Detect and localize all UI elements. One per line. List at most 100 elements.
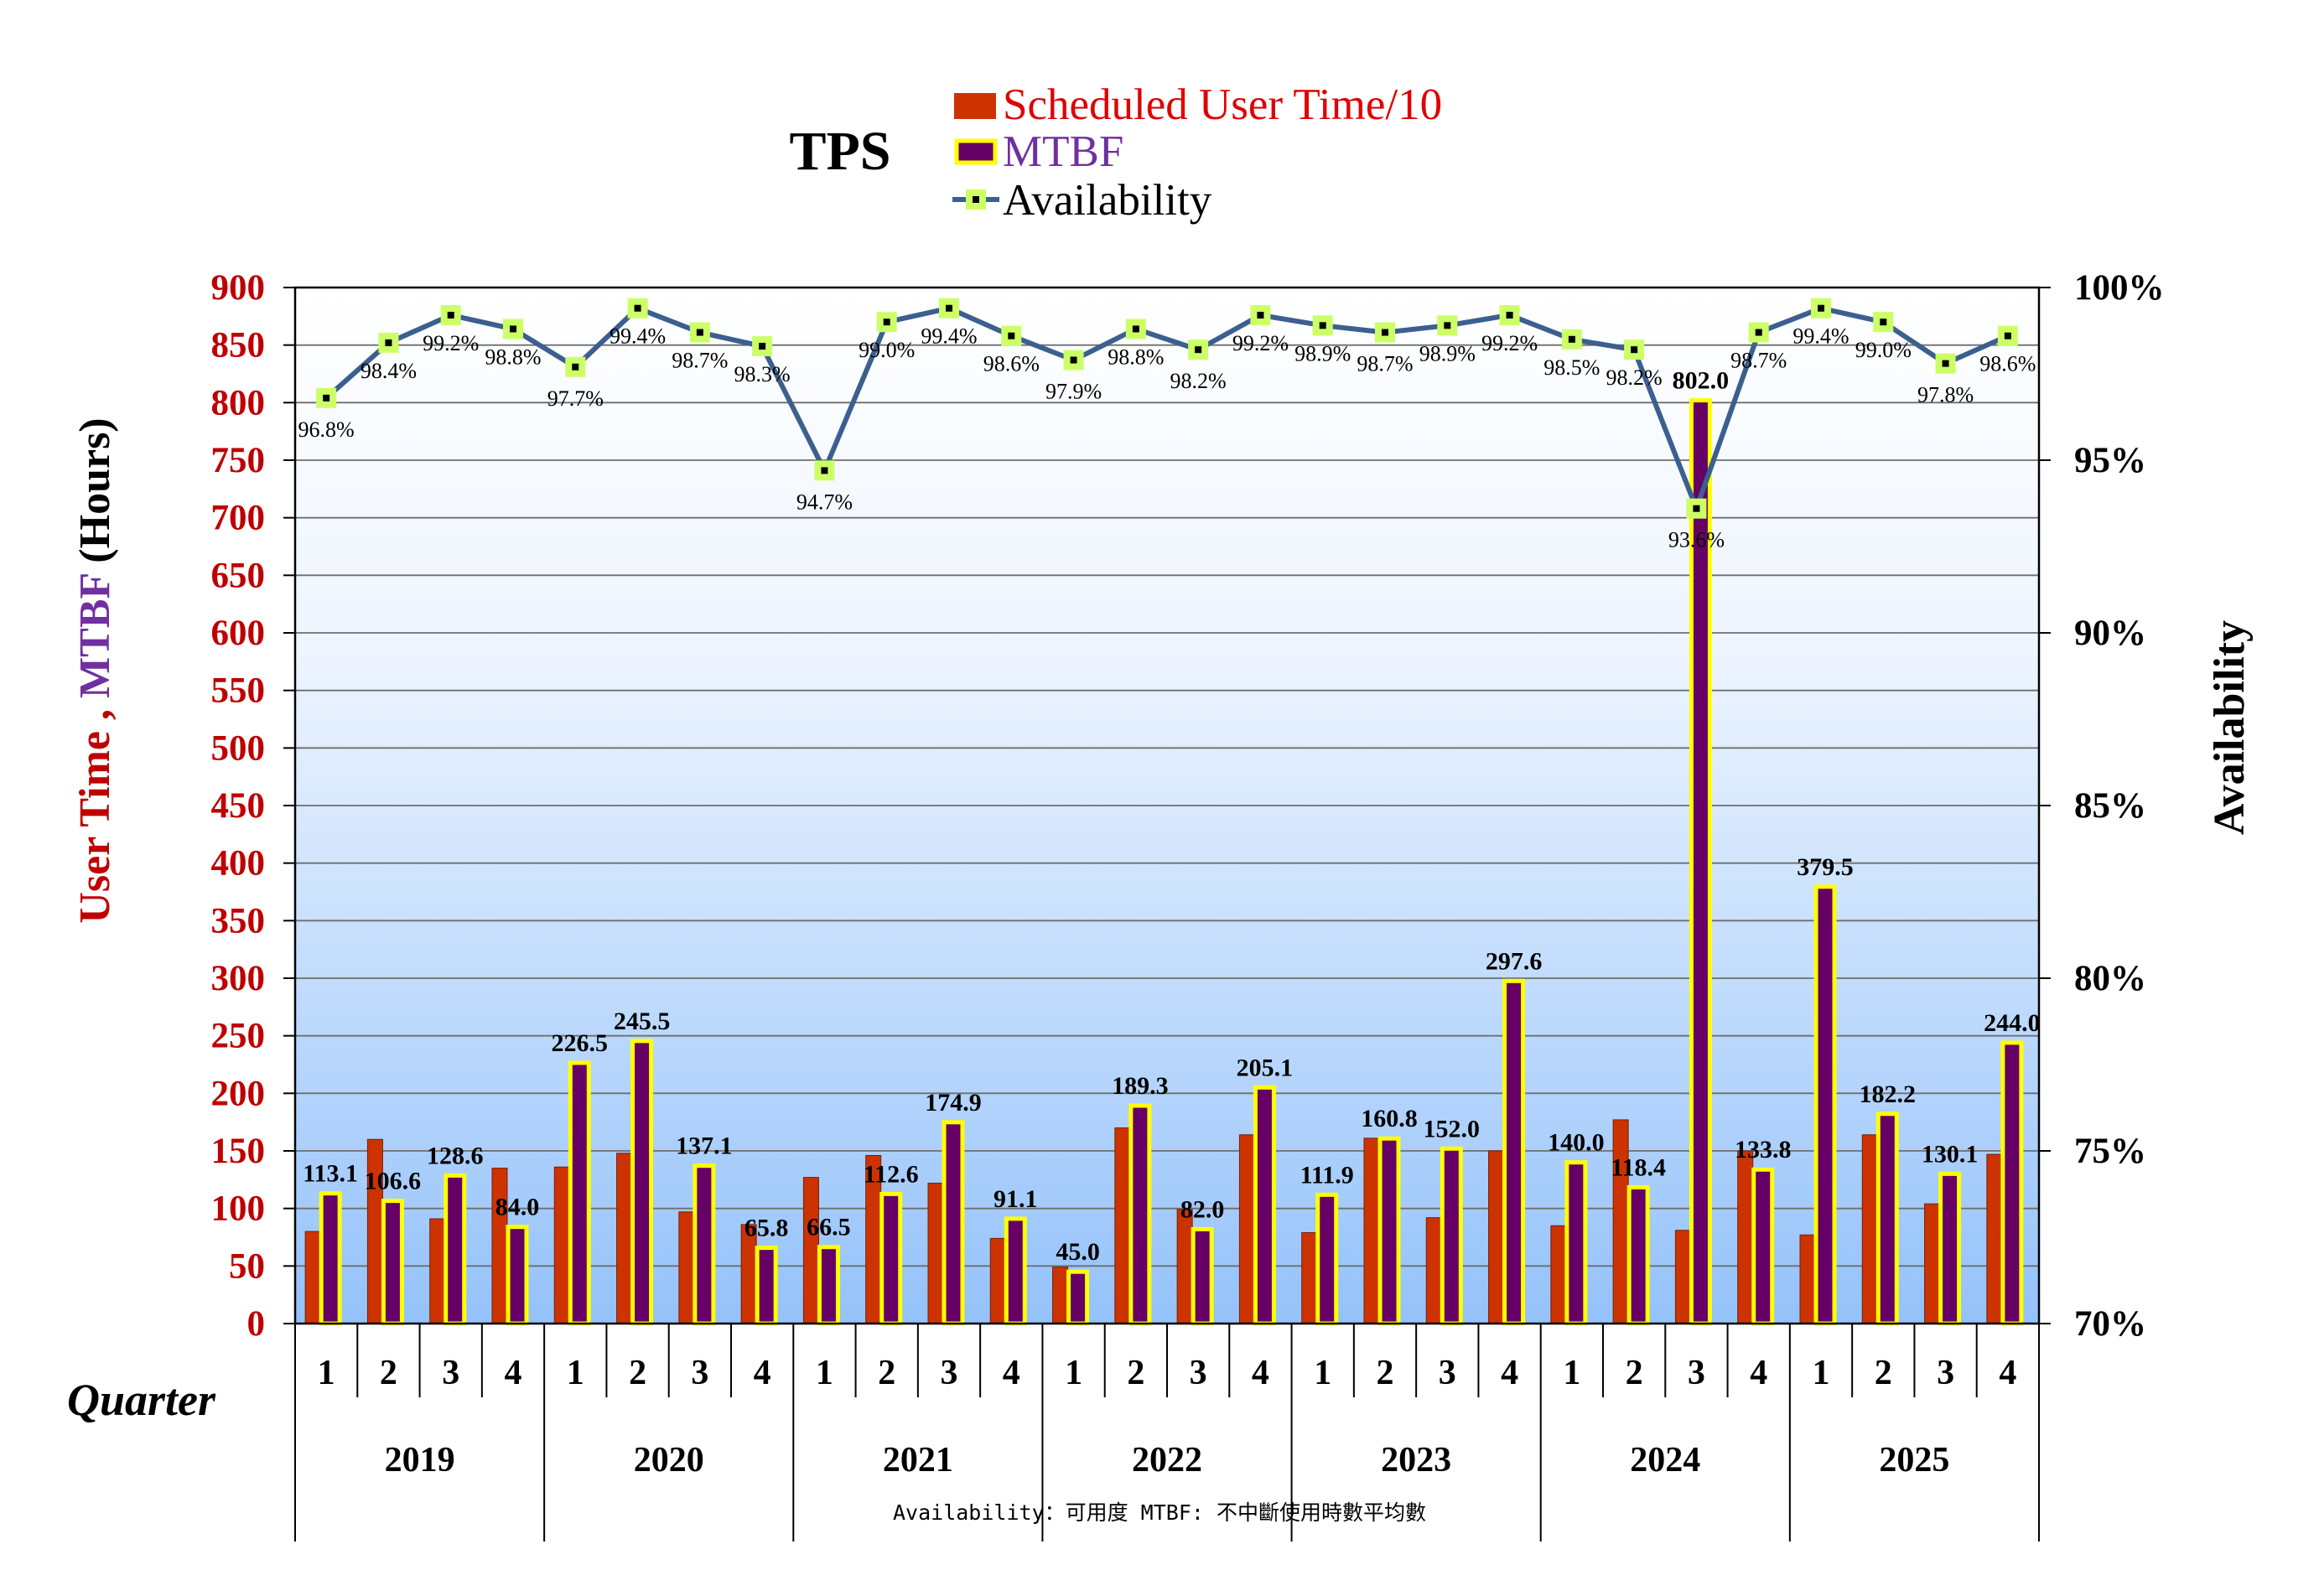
user-time-bar <box>304 1231 321 1324</box>
mtbf-bar <box>817 1245 840 1326</box>
availability-point-dot <box>634 304 641 312</box>
availability-point-dot <box>1942 360 1949 367</box>
availability-point-dot <box>323 394 330 402</box>
mtbf-bar <box>506 1225 529 1326</box>
mtbf-bar <box>1004 1216 1027 1326</box>
right-tick-label: 75% <box>2074 1132 2146 1171</box>
user-time-bar <box>1550 1225 1567 1324</box>
mtbf-bar <box>568 1060 591 1326</box>
availability-point-dot <box>1755 329 1762 336</box>
availability-point-dot <box>821 467 828 474</box>
left-tick-label: 500 <box>211 728 266 768</box>
quarter-label: 2 <box>1377 1354 1394 1392</box>
availability-point-dot <box>1444 322 1451 329</box>
left-tick-label: 350 <box>211 901 266 940</box>
year-label: 2025 <box>1879 1441 1949 1479</box>
quarter-label: 1 <box>1563 1354 1580 1392</box>
availability-data-label: 98.7% <box>1357 352 1413 376</box>
legend: Scheduled User Time/10 MTBF Availability <box>952 80 1442 225</box>
user-time-bar <box>1737 1150 1754 1324</box>
availability-data-label: 99.2% <box>1481 331 1538 355</box>
user-time-bar <box>1363 1137 1380 1324</box>
right-tick-label: 90% <box>2074 614 2146 653</box>
legend-entry-mtbf: MTBF <box>954 127 1123 176</box>
legend-swatch-user-time <box>954 93 996 119</box>
mtbf-data-label: 106.6 <box>365 1168 422 1195</box>
mtbf-data-label: 244.0 <box>1984 1009 2041 1037</box>
availability-data-label: 99.2% <box>1232 331 1289 355</box>
mtbf-bar <box>1066 1269 1090 1326</box>
quarter-label: 3 <box>941 1354 958 1392</box>
availability-data-label: 93.6% <box>1668 528 1725 552</box>
mtbf-bar <box>942 1120 965 1326</box>
user-time-bar <box>1176 1209 1193 1324</box>
availability-data-label: 97.9% <box>1045 380 1102 404</box>
mtbf-bar <box>1128 1103 1152 1326</box>
availability-point-dot <box>1132 325 1139 333</box>
right-tick-label: 95% <box>2074 441 2146 480</box>
mtbf-data-label: 297.6 <box>1486 947 1543 975</box>
user-time-bar <box>1986 1153 2003 1324</box>
quarter-label: 2 <box>629 1354 646 1392</box>
availability-data-label: 99.4% <box>921 324 977 349</box>
availability-data-label: 99.0% <box>1855 338 1912 362</box>
mtbf-data-label: 128.6 <box>427 1142 484 1169</box>
quarter-label: 3 <box>1688 1354 1705 1392</box>
year-label: 2022 <box>1132 1441 1202 1479</box>
footer-note: Availability：可用度 MTBF: 不中斷使用時數平均數 <box>893 1500 1426 1525</box>
availability-data-label: 98.5% <box>1543 355 1600 380</box>
mtbf-data-label: 189.3 <box>1112 1072 1169 1100</box>
mtbf-data-label: 379.5 <box>1797 853 1854 881</box>
mtbf-data-label: 205.1 <box>1237 1054 1294 1081</box>
right-axis-title: Availability <box>2206 620 2254 835</box>
mtbf-bar <box>1315 1192 1339 1326</box>
left-tick-label: 200 <box>211 1074 266 1113</box>
mtbf-data-label: 133.8 <box>1735 1136 1792 1163</box>
mtbf-data-label: 152.0 <box>1424 1115 1481 1143</box>
mtbf-data-label: 160.8 <box>1361 1105 1418 1132</box>
user-time-bars <box>304 1119 2003 1324</box>
mtbf-bar <box>1440 1146 1463 1326</box>
chart-title: TPS <box>789 121 890 182</box>
user-time-bar <box>1052 1267 1069 1324</box>
right-axis-ticks: 70% 75% 80% 85% 90% 95% 100% <box>2039 268 2165 1344</box>
quarter-label: 4 <box>1750 1354 1767 1392</box>
availability-data-label: 98.9% <box>1419 341 1476 365</box>
legend-label-user-time: Scheduled User Time/10 <box>1003 80 1442 129</box>
availability-point-dot <box>1382 329 1388 336</box>
availability-point-dot <box>1693 505 1700 512</box>
user-time-bar <box>616 1153 633 1324</box>
availability-data-label: 99.0% <box>859 338 915 362</box>
left-tick-label: 650 <box>211 556 266 595</box>
availability-data-label: 98.6% <box>983 352 1040 376</box>
availability-point-dot <box>1319 322 1326 329</box>
availability-point-dot <box>1506 311 1513 319</box>
right-tick-label: 100% <box>2074 268 2165 308</box>
mtbf-bar <box>1191 1226 1214 1326</box>
quarter-label: 4 <box>1999 1354 2016 1392</box>
mtbf-data-label: 84.0 <box>495 1194 540 1221</box>
left-tick-label: 400 <box>211 844 266 884</box>
availability-data-label: 98.2% <box>1170 369 1227 393</box>
availability-data-label: 98.9% <box>1294 341 1351 365</box>
year-label: 2024 <box>1630 1441 1700 1479</box>
availability-data-label: 96.8% <box>298 417 355 442</box>
availability-point-dot <box>447 311 454 319</box>
mtbf-bar <box>1502 978 1526 1326</box>
quarter-label: 4 <box>1501 1354 1518 1392</box>
quarter-label: 1 <box>1813 1354 1830 1392</box>
left-tick-label: 800 <box>211 383 266 422</box>
availability-data-label: 97.8% <box>1917 383 1974 407</box>
left-axis-title-part-user-time: User Time , <box>71 698 119 924</box>
user-time-bar <box>1114 1127 1131 1324</box>
mtbf-data-label: 66.5 <box>807 1214 851 1241</box>
availability-data-label: 99.4% <box>610 324 666 349</box>
availability-data-label: 94.7% <box>796 490 853 514</box>
legend-marker-dot <box>973 196 979 203</box>
mtbf-bar <box>1875 1112 1899 1326</box>
mtbf-bar <box>1813 884 1837 1326</box>
legend-entry-user-time: Scheduled User Time/10 <box>954 80 1442 129</box>
user-time-bar <box>429 1218 446 1324</box>
